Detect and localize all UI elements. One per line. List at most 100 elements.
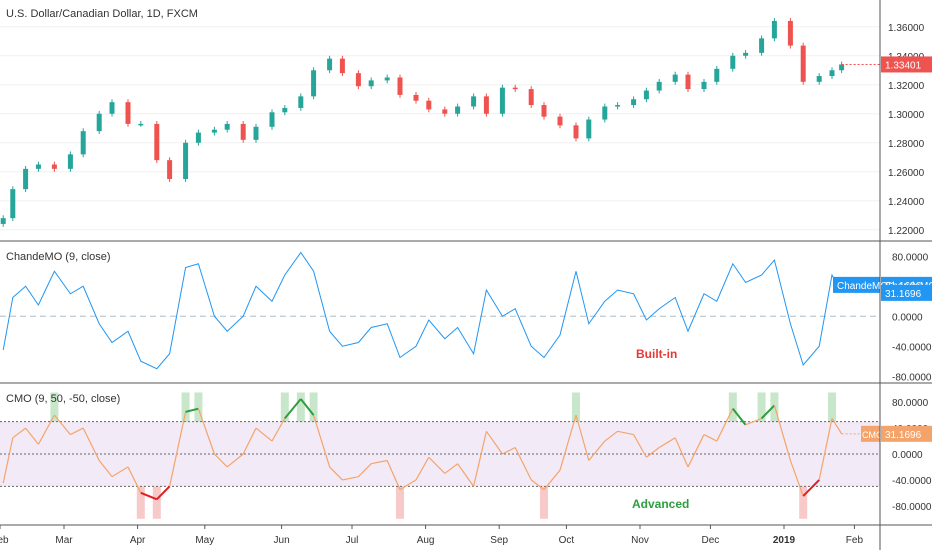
chandemo-legend-text: ChandeMO <box>837 281 888 292</box>
candle-body <box>96 113 102 132</box>
candle-body <box>355 73 361 87</box>
cmo-line-segment <box>313 414 331 468</box>
cmo-line-segment <box>646 447 660 458</box>
chandemo-title: ChandeMO (9, close) <box>6 251 111 263</box>
candle-body <box>282 107 288 113</box>
chandemo-value-tag-main: 31.1696 <box>881 284 932 301</box>
candle-body <box>839 64 845 71</box>
chandemo-tick-label: -80.0000 <box>892 372 932 383</box>
cmo-line-segment <box>716 408 734 442</box>
cmo-line-segment <box>111 466 129 478</box>
chandemo-pane: 80.000040.00000.0000-40.0000-80.0000Chan… <box>0 251 932 383</box>
cmo-line-segment <box>674 437 689 468</box>
cmo-line-segment <box>514 447 532 481</box>
last-price-tag-text: 1.33401 <box>885 60 922 71</box>
x-tick-label: Feb <box>0 535 9 546</box>
x-tick-label: Nov <box>631 535 649 546</box>
cmo-line-segment <box>559 414 577 471</box>
candle-body <box>643 90 649 100</box>
candle-body <box>10 189 16 219</box>
price-chart-title: U.S. Dollar/Canadian Dollar, 1D, FXCM <box>6 8 198 20</box>
x-tick-label: May <box>195 535 214 546</box>
x-tick-label: Apr <box>130 535 146 546</box>
cmo-line-segment <box>588 440 606 461</box>
cmo-line-segment <box>485 430 503 455</box>
price-tick-label: 1.26000 <box>888 168 925 179</box>
candle-body <box>269 112 275 127</box>
x-tick-label: Jul <box>346 535 359 546</box>
cmo-line-segment <box>530 479 545 491</box>
cmo-tick-label: 0.0000 <box>892 450 923 461</box>
cmo-oversold-highlight <box>152 486 161 519</box>
cmo-line-segment <box>2 437 14 484</box>
cmo-line-segment <box>745 417 762 426</box>
candle-body <box>154 123 160 161</box>
cmo-overbought-highlight <box>280 392 289 422</box>
cmo-line-segment <box>543 469 561 491</box>
cmo-tick-label: -40.0000 <box>892 476 932 487</box>
candle-body <box>0 218 6 224</box>
cmo-line-segment <box>271 418 286 442</box>
last-price-tag-bg <box>881 56 932 73</box>
cmo-line-segment <box>197 408 215 455</box>
candle-body <box>701 81 707 90</box>
cmo-line-segment <box>300 398 315 416</box>
candle-body <box>35 164 41 169</box>
cmo-value-tag-bg <box>881 425 932 442</box>
candle-body <box>483 96 489 114</box>
cmo-overbought-highlight <box>181 392 190 422</box>
x-tick-label: 2019 <box>773 535 796 546</box>
candle-body <box>631 99 637 106</box>
candle-body <box>384 77 390 81</box>
candle-body <box>714 68 720 82</box>
cmo-line-segment <box>284 398 302 420</box>
candle-body <box>787 20 793 46</box>
candle-body <box>183 142 189 179</box>
cmo-line-segment <box>37 414 55 445</box>
cmo-line-segment <box>342 476 359 481</box>
chandemo-tick-label: -40.0000 <box>892 342 932 353</box>
cmo-line-segment <box>70 427 84 436</box>
cmo-tick-label: 80.0000 <box>892 398 929 409</box>
cmo-line-segment <box>633 434 647 458</box>
cmo-legend-box <box>861 425 880 442</box>
cmo-line-segment <box>415 456 430 481</box>
cmo-line-segment <box>329 466 343 481</box>
candle-body <box>51 164 57 169</box>
price-tick-label: 1.28000 <box>888 139 925 150</box>
candle-body <box>240 123 246 140</box>
cmo-oversold-highlight <box>799 486 808 519</box>
candle-body <box>426 100 432 110</box>
chandemo-tick-label: 80.0000 <box>892 252 929 263</box>
cmo-line-segment <box>831 418 843 435</box>
price-tick-label: 1.30000 <box>888 110 925 121</box>
candle-body <box>557 116 563 126</box>
cmo-overbought-highlight <box>50 392 59 422</box>
candle-body <box>311 70 317 97</box>
chandemo-combined-tag: ChandeMO <box>833 276 888 293</box>
candle-body <box>413 94 419 101</box>
cmo-advanced-pane: 80.000040.00000.0000-40.0000-80.0000CMO3… <box>0 392 932 519</box>
candle-body <box>656 81 662 91</box>
candle-body <box>67 154 73 169</box>
cmo-line-segment <box>457 463 475 487</box>
cmo-line-segment <box>386 460 401 490</box>
cmo-line-segment <box>604 430 618 442</box>
last-price-tag: 1.33401 <box>881 56 932 73</box>
candle-body <box>455 106 461 114</box>
chandemo-value-tag-main-text: 31.1696 <box>885 289 922 300</box>
candle-body <box>685 74 691 90</box>
candle-body <box>195 132 201 143</box>
x-tick-label: Aug <box>417 535 435 546</box>
cmo-line-segment <box>617 430 634 436</box>
cmo-line-segment <box>156 485 171 501</box>
candle-body <box>759 38 765 53</box>
candle-body <box>109 102 115 114</box>
candle-body <box>743 52 749 56</box>
x-tick-label: Mar <box>55 535 73 546</box>
candle-body <box>816 76 822 82</box>
candle-body <box>499 87 505 114</box>
cmo-combined-tag: CMO <box>861 425 883 442</box>
cmo-line-segment <box>127 466 142 494</box>
